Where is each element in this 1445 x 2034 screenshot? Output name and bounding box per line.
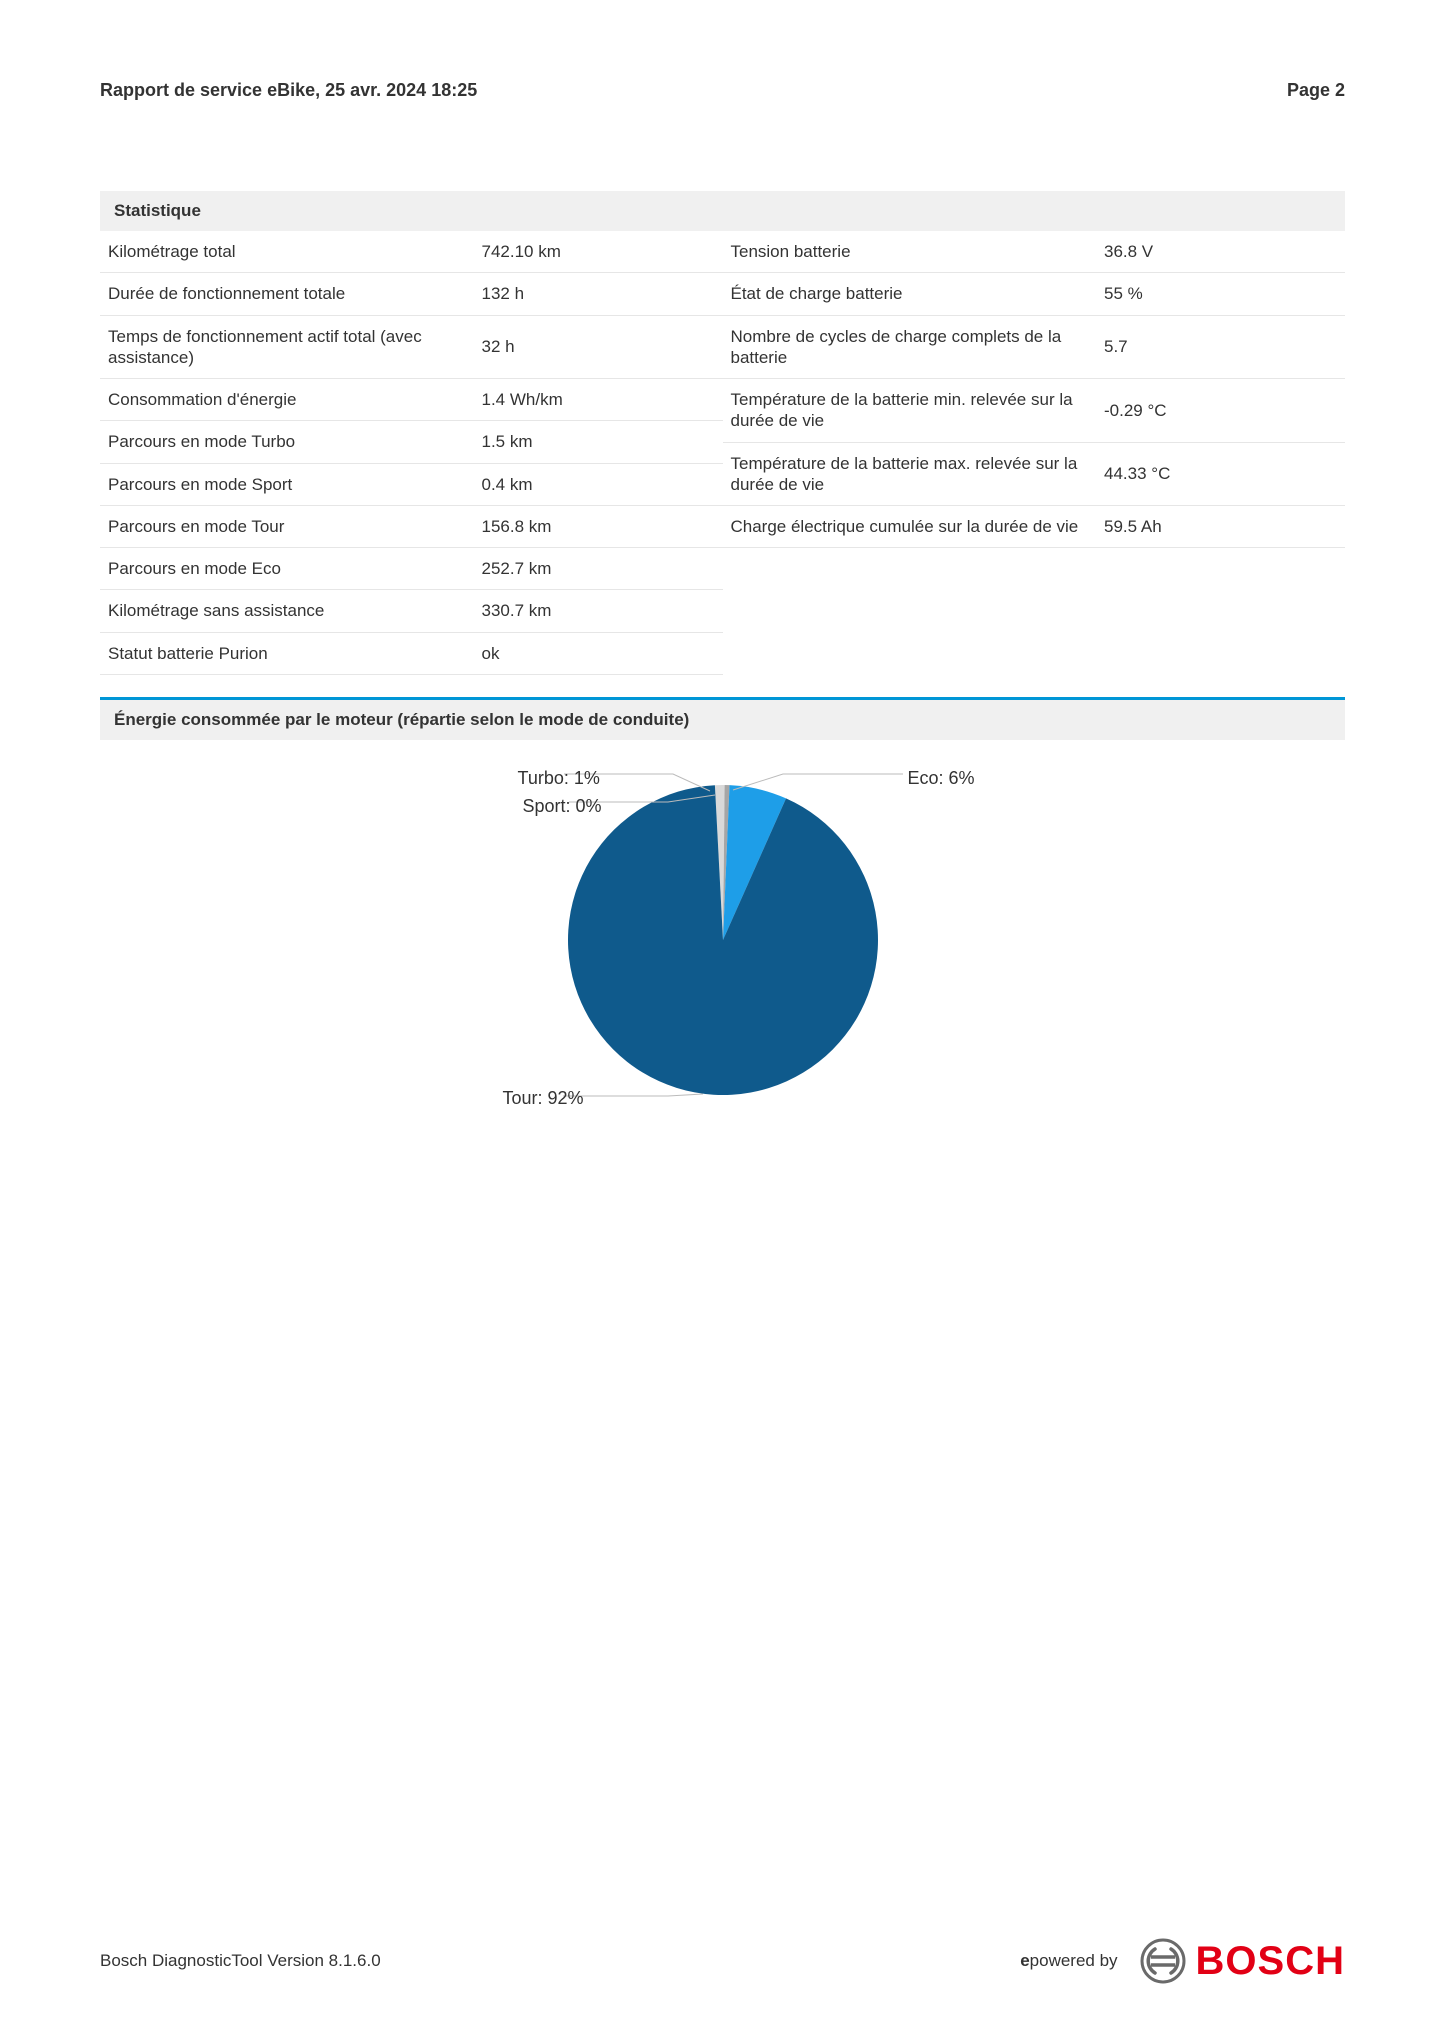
stat-value: 132 h — [474, 273, 723, 315]
table-row: Kilométrage sans assistance330.7 km — [100, 590, 723, 632]
stat-label: Parcours en mode Tour — [100, 505, 474, 547]
table-row: Consommation d'énergie1.4 Wh/km — [100, 379, 723, 421]
table-row: Nombre de cycles de charge complets de l… — [723, 315, 1346, 379]
stat-label: Statut batterie Purion — [100, 632, 474, 674]
stat-value: 156.8 km — [474, 505, 723, 547]
stat-value: 1.4 Wh/km — [474, 379, 723, 421]
stat-label: Parcours en mode Turbo — [100, 421, 474, 463]
pie-label-tour: Tour: 92% — [503, 1088, 584, 1109]
stat-label: Température de la batterie max. relevée … — [723, 442, 1097, 506]
pie-label-turbo: Turbo: 1% — [518, 768, 600, 789]
statistics-title: Statistique — [100, 191, 1345, 231]
energy-pie-chart: Turbo: 1% Sport: 0% Eco: 6% Tour: 92% — [100, 750, 1345, 1170]
stat-label: Kilométrage total — [100, 231, 474, 273]
table-row: Kilométrage total742.10 km — [100, 231, 723, 273]
statistics-section: Statistique Kilométrage total742.10 kmDu… — [100, 191, 1345, 675]
stat-label: Charge électrique cumulée sur la durée d… — [723, 506, 1097, 548]
table-row: Parcours en mode Turbo1.5 km — [100, 421, 723, 463]
pie-label-eco: Eco: 6% — [908, 768, 975, 789]
table-row: Température de la batterie max. relevée … — [723, 442, 1346, 506]
bosch-logo: BOSCH — [1140, 1938, 1345, 1984]
stat-value: 59.5 Ah — [1096, 506, 1345, 548]
table-row: Parcours en mode Tour156.8 km — [100, 505, 723, 547]
table-row: Parcours en mode Sport0.4 km — [100, 463, 723, 505]
statistics-table-left: Kilométrage total742.10 kmDurée de fonct… — [100, 231, 723, 675]
stat-value: 0.4 km — [474, 463, 723, 505]
stat-value: 5.7 — [1096, 315, 1345, 379]
table-row: Statut batterie Purionok — [100, 632, 723, 674]
table-row: Parcours en mode Eco252.7 km — [100, 548, 723, 590]
stat-value: -0.29 °C — [1096, 379, 1345, 443]
table-row: Tension batterie36.8 V — [723, 231, 1346, 273]
stat-label: Parcours en mode Sport — [100, 463, 474, 505]
table-row: État de charge batterie55 % — [723, 273, 1346, 315]
epowered-by-label: epowered by — [1020, 1951, 1117, 1971]
energy-chart-title: Énergie consommée par le moteur (réparti… — [100, 697, 1345, 740]
stat-label: Consommation d'énergie — [100, 379, 474, 421]
page-footer: Bosch DiagnosticTool Version 8.1.6.0 epo… — [100, 1938, 1345, 1984]
stat-label: État de charge batterie — [723, 273, 1097, 315]
stat-label: Durée de fonctionnement totale — [100, 273, 474, 315]
page-number: Page 2 — [1287, 80, 1345, 101]
bosch-anchor-icon — [1140, 1938, 1186, 1984]
statistics-table-right: Tension batterie36.8 VÉtat de charge bat… — [723, 231, 1346, 548]
stat-value: 36.8 V — [1096, 231, 1345, 273]
table-row: Charge électrique cumulée sur la durée d… — [723, 506, 1346, 548]
stat-value: 742.10 km — [474, 231, 723, 273]
stat-label: Temps de fonctionnement actif total (ave… — [100, 315, 474, 379]
energy-chart-section: Énergie consommée par le moteur (réparti… — [100, 697, 1345, 1170]
report-title: Rapport de service eBike, 25 avr. 2024 1… — [100, 80, 477, 101]
bosch-wordmark: BOSCH — [1196, 1939, 1345, 1984]
table-row: Température de la batterie min. relevée … — [723, 379, 1346, 443]
stat-value: 330.7 km — [474, 590, 723, 632]
table-row: Temps de fonctionnement actif total (ave… — [100, 315, 723, 379]
stat-label: Température de la batterie min. relevée … — [723, 379, 1097, 443]
stat-value: 55 % — [1096, 273, 1345, 315]
page-header: Rapport de service eBike, 25 avr. 2024 1… — [100, 80, 1345, 101]
stat-label: Nombre de cycles de charge complets de l… — [723, 315, 1097, 379]
table-row: Durée de fonctionnement totale132 h — [100, 273, 723, 315]
stat-label: Parcours en mode Eco — [100, 548, 474, 590]
stat-value: 1.5 km — [474, 421, 723, 463]
stat-label: Kilométrage sans assistance — [100, 590, 474, 632]
stat-label: Tension batterie — [723, 231, 1097, 273]
stat-value: 252.7 km — [474, 548, 723, 590]
footer-version: Bosch DiagnosticTool Version 8.1.6.0 — [100, 1951, 381, 1971]
pie-label-sport: Sport: 0% — [523, 796, 602, 817]
pie-leader — [733, 774, 903, 790]
stat-value: 32 h — [474, 315, 723, 379]
stat-value: ok — [474, 632, 723, 674]
stat-value: 44.33 °C — [1096, 442, 1345, 506]
